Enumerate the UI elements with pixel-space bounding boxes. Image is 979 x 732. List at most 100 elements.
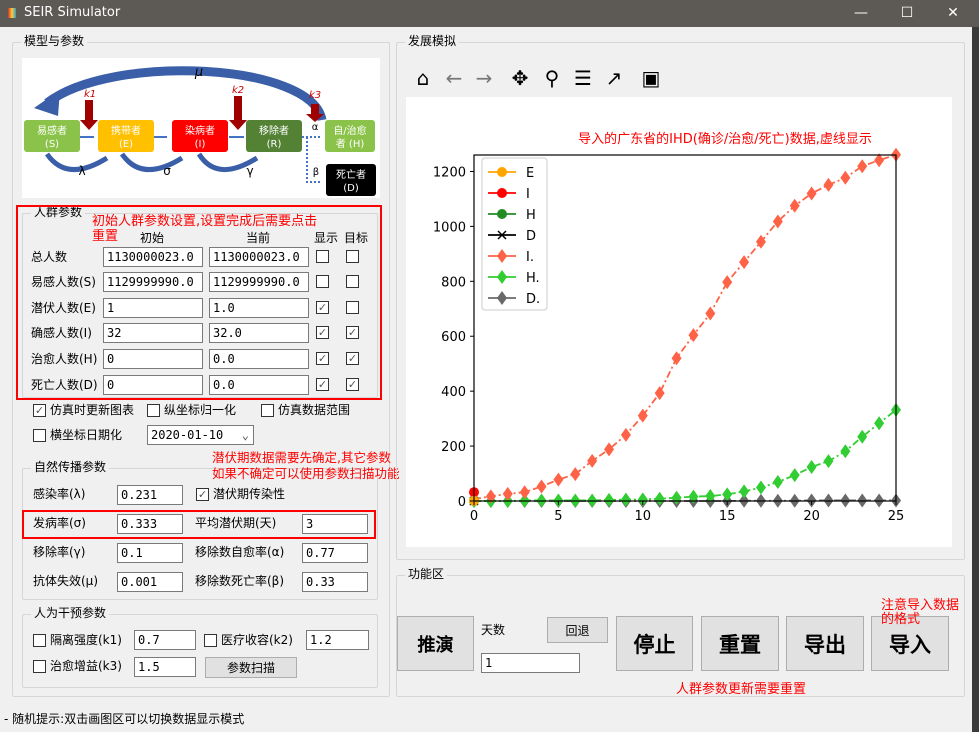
- data-point-I.: [502, 486, 513, 501]
- pop-target-checkbox[interactable]: ✓: [346, 352, 359, 365]
- data-point-I.: [857, 159, 868, 174]
- chart[interactable]: 导入的广东省的IHD(确诊/治愈/死亡)数据,虚线显示 0 5 10 15 20 25 0 20…: [406, 97, 952, 547]
- k2-checkbox[interactable]: [204, 634, 217, 647]
- data-point-I.: [722, 275, 733, 290]
- infection-rate-input[interactable]: 0.231: [117, 485, 183, 505]
- rollback-button[interactable]: 回退: [547, 617, 608, 643]
- pop-show-checkbox[interactable]: ✓: [316, 326, 329, 339]
- pop-target-checkbox[interactable]: ✓: [346, 326, 359, 339]
- pop-show-checkbox[interactable]: ✓: [316, 378, 329, 391]
- y-tick-label: 400: [441, 385, 466, 400]
- pop-show-checkbox[interactable]: [316, 275, 329, 288]
- pop-show-checkbox[interactable]: ✓: [316, 301, 329, 314]
- pop-initial-input[interactable]: 0: [103, 349, 203, 369]
- removal-rate-label: 移除率(γ): [33, 545, 86, 559]
- minimize-button[interactable]: —: [854, 5, 868, 21]
- k3-checkbox[interactable]: [33, 660, 46, 673]
- days-input[interactable]: 1: [481, 653, 580, 673]
- onset-rate-input[interactable]: 0.333: [117, 514, 183, 534]
- data-point-I.: [620, 427, 631, 442]
- removal-rate-input[interactable]: 0.1: [117, 543, 183, 563]
- death-rate-input[interactable]: 0.33: [302, 572, 368, 592]
- close-button[interactable]: ✕: [947, 5, 959, 21]
- pop-current-input[interactable]: 1130000023.0: [209, 247, 309, 267]
- gamma-symbol: γ: [246, 164, 253, 178]
- pop-target-checkbox[interactable]: ✓: [346, 378, 359, 391]
- infection-rate-label: 感染率(λ): [33, 487, 86, 501]
- simulate-button[interactable]: 推演: [397, 616, 474, 671]
- antibody-loss-input[interactable]: 0.001: [117, 572, 183, 592]
- group-title: 人群参数: [31, 205, 86, 220]
- reset-button[interactable]: 重置: [701, 616, 779, 671]
- k1-input[interactable]: 0.7: [134, 630, 196, 650]
- update-chart-checkbox[interactable]: ✓: [33, 404, 46, 417]
- population-note: 初始人群参数设置,设置完成后需要点击 重置: [92, 214, 318, 244]
- node-label-e: (E): [119, 139, 133, 150]
- y-tick-label: 200: [441, 440, 466, 455]
- save-icon[interactable]: ▣: [641, 66, 661, 90]
- sim-range-label: 仿真数据范围: [278, 403, 351, 417]
- pop-initial-input[interactable]: 32: [103, 323, 203, 343]
- update-chart-label: 仿真时更新图表: [50, 403, 135, 417]
- sim-range-checkbox[interactable]: [261, 404, 274, 417]
- pop-current-input[interactable]: 0.0: [209, 349, 309, 369]
- annotation-box: [16, 205, 382, 400]
- edit-axis-icon[interactable]: ↗: [605, 66, 623, 90]
- back-icon[interactable]: ←: [445, 66, 463, 90]
- home-icon[interactable]: ⌂: [416, 66, 430, 90]
- legend-marker-H.: [497, 270, 507, 284]
- pop-row-label: 潜伏人数(E): [31, 301, 96, 315]
- pop-current-input[interactable]: 1129999990.0: [209, 272, 309, 292]
- k1-label: k1: [84, 89, 96, 100]
- pop-initial-input[interactable]: 1: [103, 298, 203, 318]
- latent-infectious-checkbox[interactable]: ✓: [196, 488, 209, 501]
- zoom-icon[interactable]: ⚲: [544, 66, 560, 90]
- x-tick-label: 15: [719, 509, 736, 524]
- pop-current-input[interactable]: 0.0: [209, 375, 309, 395]
- data-point-H.: [654, 491, 665, 506]
- pan-icon[interactable]: ✥: [511, 66, 529, 90]
- data-point-I.: [587, 453, 598, 468]
- node-label-i: (I): [195, 139, 206, 150]
- pop-initial-input[interactable]: 0: [103, 375, 203, 395]
- self-heal-input[interactable]: 0.77: [302, 543, 368, 563]
- days-label: 天数: [481, 623, 506, 637]
- pop-target-checkbox[interactable]: [346, 275, 359, 288]
- data-point-I.: [637, 408, 648, 423]
- population-group: 人群参数: [22, 205, 378, 398]
- forward-icon[interactable]: →: [475, 66, 493, 90]
- pop-current-input[interactable]: 32.0: [209, 323, 309, 343]
- pop-row-label: 死亡人数(D): [31, 378, 98, 392]
- avg-latent-input[interactable]: 3: [302, 514, 368, 534]
- k1-checkbox[interactable]: [33, 634, 46, 647]
- pop-target-checkbox[interactable]: [346, 250, 359, 263]
- pop-row-label: 治愈人数(H): [31, 352, 98, 366]
- stop-button[interactable]: 停止: [616, 616, 693, 671]
- pop-current-input[interactable]: 1.0: [209, 298, 309, 318]
- pop-initial-input[interactable]: 1129999990.0: [103, 272, 203, 292]
- k2-input[interactable]: 1.2: [306, 630, 369, 650]
- import-button[interactable]: 导入: [871, 616, 949, 671]
- export-button[interactable]: 导出: [786, 616, 864, 671]
- legend-label: H: [526, 208, 536, 223]
- start-date-value: 2020-01-10: [151, 428, 224, 442]
- configure-icon[interactable]: ☰: [574, 66, 592, 90]
- maximize-button[interactable]: ☐: [900, 5, 914, 21]
- x-tick-label: 25: [888, 509, 905, 524]
- pop-initial-input[interactable]: 1130000023.0: [103, 247, 203, 267]
- param-scan-button[interactable]: 参数扫描: [205, 657, 297, 678]
- normalize-y-checkbox[interactable]: [147, 404, 160, 417]
- header-initial: 初始: [140, 231, 165, 245]
- date-x-checkbox[interactable]: [33, 429, 46, 442]
- mu-symbol: μ: [194, 65, 203, 80]
- pop-show-checkbox[interactable]: [316, 250, 329, 263]
- pop-show-checkbox[interactable]: ✓: [316, 352, 329, 365]
- start-date-select[interactable]: 2020-01-10 ⌄: [147, 425, 254, 445]
- data-point-I.: [570, 467, 581, 482]
- data-point-H.: [772, 475, 783, 490]
- pop-target-checkbox[interactable]: [346, 301, 359, 314]
- lambda-symbol: λ: [78, 164, 85, 178]
- annotation-box: [22, 510, 376, 539]
- legend-marker-E: [497, 167, 507, 177]
- k3-input[interactable]: 1.5: [134, 657, 196, 677]
